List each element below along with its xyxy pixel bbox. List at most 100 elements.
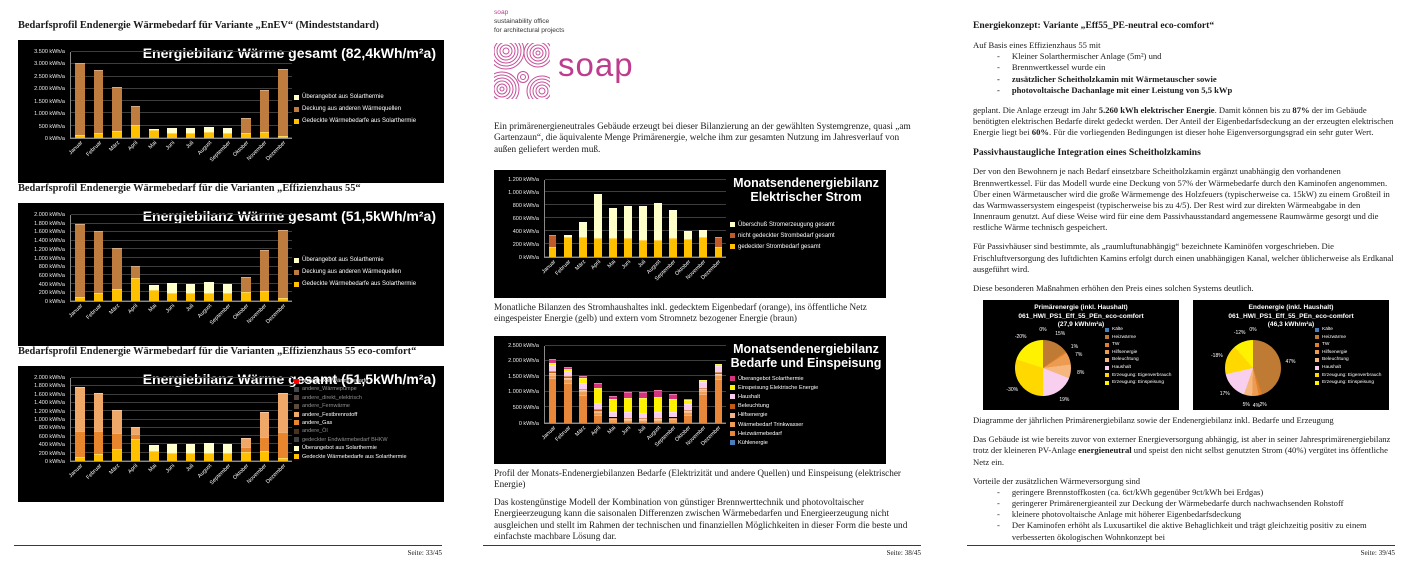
gridline <box>71 87 292 89</box>
legend-item: andere_Gas <box>294 420 440 426</box>
y-axis-tick: 2.000 kWh/a <box>34 375 65 381</box>
bar-segment <box>608 411 617 418</box>
bar-segment <box>167 133 178 138</box>
y-axis: 0 kWh/a 200 kWh/a 400 kWh/a 600 kWh/a 800 kW… <box>18 375 68 465</box>
gridline <box>71 451 292 453</box>
page-number: Seite: 33/45 <box>14 545 442 557</box>
legend-label: Haushalt <box>738 393 761 400</box>
y-axis-tick: 2.500 kWh/a <box>34 73 65 80</box>
plot-area: Januar Februar März April Mai Juni Juli August S… <box>541 178 726 282</box>
bar-segment <box>669 394 678 399</box>
legend-label: Gedeckte Wärmebedarfe aus Solarthermie <box>302 281 417 287</box>
brand-name: soap <box>494 9 509 16</box>
legend-label: Überschuß Stromerzeugung gesamt <box>738 221 835 228</box>
y-axis-tick: 3.500 kWh/a <box>34 49 65 55</box>
bar-segment <box>684 411 693 412</box>
y-axis-tick: 200 kWh/a <box>512 241 539 248</box>
bar-column <box>163 52 181 138</box>
bar-column <box>545 346 560 423</box>
legend-item: Hilfsenergie <box>1105 350 1175 355</box>
bar-column <box>274 52 292 138</box>
bar-segment <box>563 379 572 383</box>
bar-segment <box>563 370 572 377</box>
gridline <box>71 377 292 378</box>
bar-segment <box>578 222 587 237</box>
bar-segment <box>241 447 251 453</box>
y-axis-tick: 2.000 kWh/a <box>508 358 539 365</box>
bar-column <box>681 180 696 257</box>
bar-segment <box>222 453 233 461</box>
pie-label: -18% <box>1211 353 1223 360</box>
bar-segment <box>259 412 270 437</box>
bar-segment <box>714 365 723 373</box>
bar-segment <box>714 364 723 366</box>
bar-segment <box>654 203 663 240</box>
gridline <box>71 124 292 126</box>
bar-segment <box>167 444 178 454</box>
legend-label: Hilfsenergie <box>1112 349 1138 355</box>
pie-label: 19% <box>1059 396 1070 403</box>
y-axis-tick: 400 kWh/a <box>512 228 539 235</box>
bar-segment <box>93 430 104 454</box>
bullet-text: geringere Brennstoffkosten (ca. 6ct/kWh … <box>1011 486 1264 497</box>
bar-segment <box>654 396 663 413</box>
gridline <box>545 204 726 206</box>
bar-segment <box>699 236 708 257</box>
page-39: Energiekonzept: Variante „Eff55_PE-neutr… <box>967 0 1397 580</box>
x-axis-label: Dezember <box>264 303 288 326</box>
bar-segment <box>167 128 178 134</box>
legend-label: Hilfsenergie <box>1322 349 1348 355</box>
legend-label: Erzeugung: Eigenverbrauch <box>1322 372 1382 378</box>
bar-column <box>182 52 200 138</box>
bar-column <box>696 346 711 423</box>
bar-segment <box>241 291 251 301</box>
page1-heading-1: Bedarfsprofil Endenergie Wärmebedarf für… <box>18 20 379 31</box>
legend-label: andere_Wärmepumpe <box>302 386 357 393</box>
bar-segment <box>624 417 632 419</box>
bar-segment <box>563 367 572 369</box>
gridline <box>71 51 292 52</box>
bar-segment <box>699 381 708 388</box>
y-axis-tick: 1.600 kWh/a <box>34 229 65 236</box>
pie-caption: Diagramme der jährlichen Primärenergiebi… <box>973 415 1334 426</box>
bar-segment <box>684 403 693 410</box>
bar-segment <box>699 393 708 423</box>
y-axis-tick: 1.200 kWh/a <box>34 408 65 415</box>
bar-column <box>605 346 620 423</box>
bar-segment <box>75 135 85 138</box>
bar-segment <box>222 283 233 293</box>
bar-segment <box>593 387 602 404</box>
legend-swatch <box>294 428 299 434</box>
legend-item: TW <box>1315 342 1385 347</box>
bar-segment <box>149 128 159 130</box>
bar-segment <box>669 210 678 238</box>
legend-label: gedeckter Endwärmebedarf BHKW <box>302 436 388 443</box>
bar-segment <box>684 399 693 401</box>
bar-segment <box>548 374 557 378</box>
y-axis-tick: 1.500 kWh/a <box>34 98 65 105</box>
bar-segment <box>222 444 233 454</box>
y-axis-tick: 0 kWh/a <box>518 420 539 427</box>
bar-segment <box>222 292 233 301</box>
bar-segment <box>277 432 288 458</box>
bar-segment <box>222 128 233 133</box>
y-axis-tick: 1.000 kWh/a <box>34 417 65 423</box>
bar-segment <box>714 375 723 379</box>
legend-swatch <box>730 403 735 409</box>
legend-label: Erzeugung: Eigenverbrauch <box>1112 372 1172 378</box>
bar-column <box>590 346 605 423</box>
bar-column <box>108 52 126 138</box>
bar-segment <box>639 417 647 419</box>
bar-segment <box>75 63 85 136</box>
legend-swatch <box>294 94 299 100</box>
bar-column <box>575 346 590 423</box>
gridline <box>545 255 726 257</box>
bar-column <box>711 346 726 423</box>
legend-swatch <box>1315 350 1319 355</box>
bar-column <box>636 180 651 257</box>
bullet-item: zusätzlicher Scheitholzkamin mit Wärmeta… <box>973 74 1397 85</box>
legend-swatch <box>730 431 735 437</box>
legend-label: Überangebot aus Solarthermie <box>302 445 377 452</box>
legend-item: Kälte <box>1105 327 1175 332</box>
legend-swatch <box>730 394 735 400</box>
